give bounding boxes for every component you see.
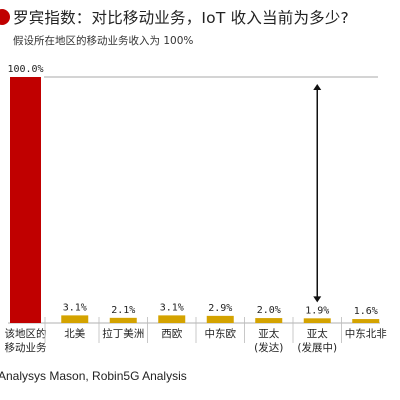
value-label-5: 2.0% (257, 305, 281, 316)
difference-arrow-head-bottom (313, 296, 322, 303)
bar-0 (10, 77, 41, 323)
category-label-0: 该地区的移动业务 (5, 327, 47, 354)
category-label-7: 中东北非 (345, 327, 387, 340)
category-label-4: 中东欧 (205, 327, 237, 340)
source-note: Analysys Mason, Robin5G Analysis (0, 369, 187, 383)
bar-6 (303, 318, 331, 323)
category-label-2: 拉丁美洲 (102, 327, 144, 340)
bar-2 (109, 317, 137, 323)
value-label-0: 100.0% (7, 64, 43, 75)
bar-1 (61, 315, 89, 323)
value-label-3: 3.1% (160, 302, 184, 313)
difference-arrow-head-top (313, 84, 322, 90)
category-label-3: 西欧 (161, 328, 182, 340)
bar-4 (206, 315, 234, 323)
value-label-1: 3.1% (63, 302, 87, 313)
bar-3 (158, 315, 186, 323)
category-label-5: 亚太(发达) (254, 327, 283, 354)
value-label-6: 1.9% (305, 305, 329, 316)
value-label-4: 2.9% (208, 303, 232, 314)
chart-subtitle: 假设所在地区的移动业务收入为 100% (13, 35, 194, 47)
chart-title: 罗宾指数：对比移动业务，IoT 收入当前为多少? (13, 9, 349, 27)
title-bullet (0, 9, 10, 25)
category-label-1: 北美 (64, 327, 85, 340)
value-label-2: 2.1% (111, 305, 135, 316)
category-label-6: 亚太(发展中) (297, 327, 337, 354)
bar-7 (352, 319, 380, 323)
bar-5 (255, 318, 283, 323)
value-label-7: 1.6% (354, 306, 378, 317)
